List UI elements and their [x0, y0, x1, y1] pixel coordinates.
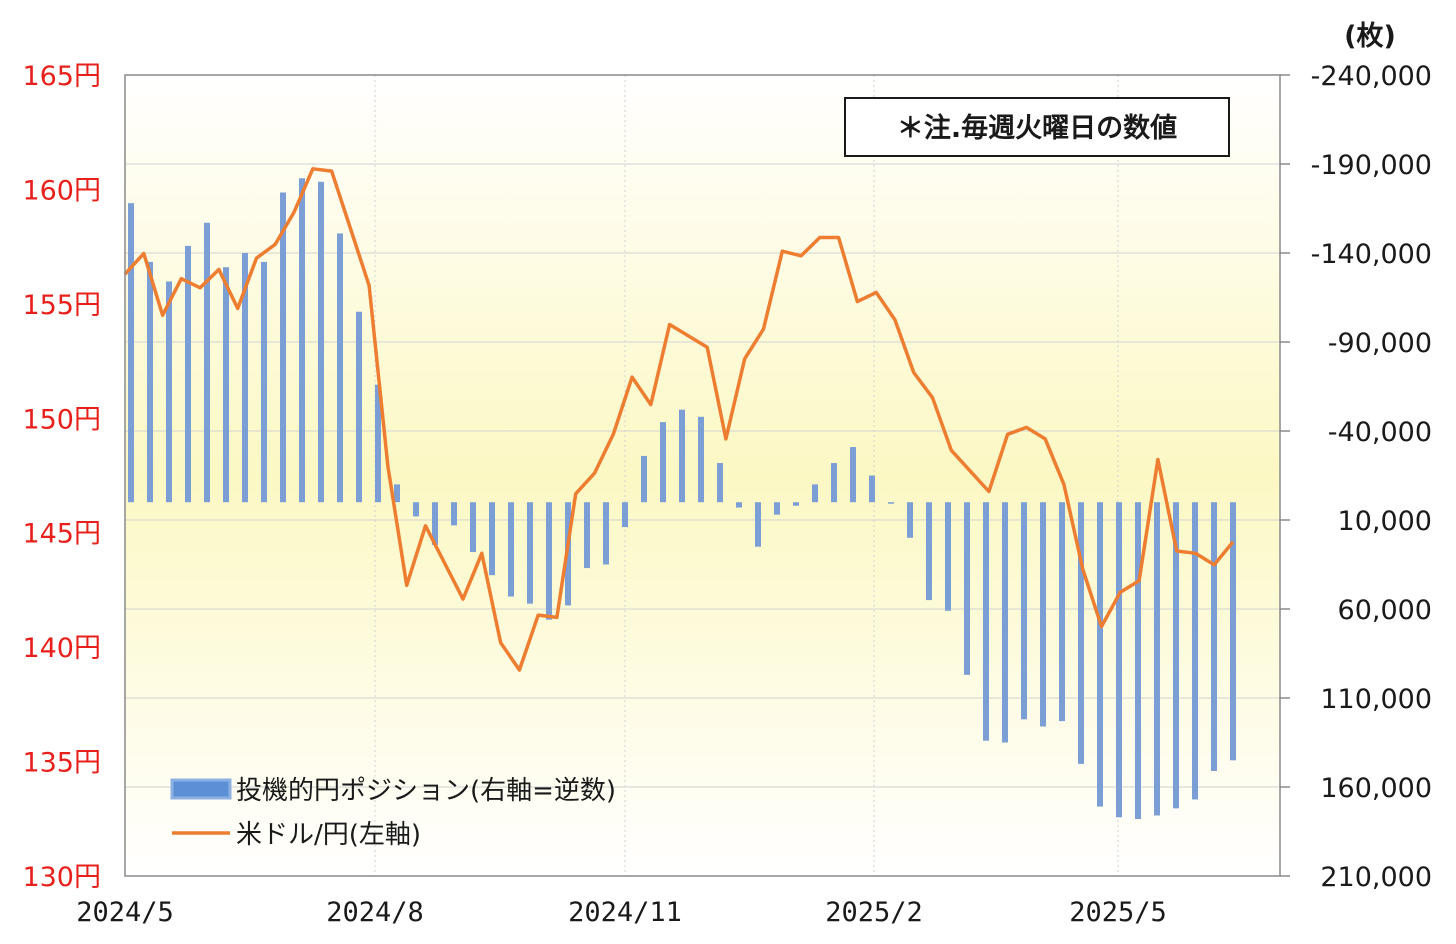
legend: 投機的円ポジション(右軸=逆数) 米ドル/円(左軸)	[170, 776, 616, 850]
bar	[1173, 502, 1179, 809]
bar	[1116, 502, 1122, 818]
bar	[375, 384, 381, 503]
bar	[204, 222, 210, 503]
x-tick-label: 2025/2	[825, 897, 923, 928]
left-tick-label: 140円	[22, 633, 101, 664]
bar	[242, 253, 248, 503]
bar	[698, 416, 704, 503]
bar	[432, 502, 438, 545]
right-tick-label: 160,000	[1320, 773, 1432, 804]
bar	[660, 422, 666, 503]
bar	[147, 261, 153, 503]
line-series-usdjpy	[123, 167, 1235, 672]
bar	[1135, 502, 1141, 820]
legend-bar-label: 投機的円ポジション(右軸=逆数)	[236, 776, 616, 806]
note-box: ＊注.毎週火曜日の数値	[844, 97, 1230, 157]
left-tick-label: 130円	[22, 862, 101, 893]
bar	[964, 502, 970, 675]
bar	[470, 502, 476, 553]
right-tick-label: 10,000	[1338, 506, 1432, 537]
bar	[1154, 502, 1160, 816]
bar	[603, 502, 609, 565]
bar	[299, 178, 305, 503]
left-tick-label: 165円	[22, 61, 101, 92]
bar	[1211, 502, 1217, 771]
bar	[812, 484, 818, 503]
right-axis-ticks: -240,000 -190,000 -140,000 -90,000 -40,000 10…	[1280, 61, 1432, 893]
left-tick-label: 145円	[22, 519, 101, 550]
bar	[394, 484, 400, 503]
bar	[755, 502, 761, 547]
left-tick-label: 150円	[22, 404, 101, 435]
bar	[451, 502, 457, 526]
left-axis-ticks: 165円 160円 155円 150円 145円 140円 135円 130円	[22, 61, 101, 893]
bar	[641, 455, 647, 503]
bar	[489, 502, 495, 576]
bar	[983, 502, 989, 741]
bar	[166, 281, 172, 503]
legend-bar-swatch	[170, 778, 232, 800]
x-tick-label: 2024/11	[568, 897, 682, 928]
bar	[717, 463, 723, 503]
right-tick-label: -40,000	[1328, 417, 1432, 448]
bar	[736, 502, 742, 508]
bar	[679, 409, 685, 503]
bar	[1230, 502, 1236, 761]
right-tick-label: -240,000	[1311, 61, 1432, 92]
bar	[774, 502, 780, 515]
bar	[508, 502, 514, 597]
left-tick-label: 135円	[22, 748, 101, 779]
x-tick-label: 2025/5	[1069, 897, 1167, 928]
bar	[850, 447, 856, 503]
bar	[185, 245, 191, 503]
right-tick-label: -140,000	[1311, 239, 1432, 270]
left-tick-label: 155円	[22, 290, 101, 321]
right-axis-unit: (枚)	[1344, 21, 1396, 52]
plot-border	[124, 74, 1281, 877]
bar	[1097, 502, 1103, 807]
bar-series-yen-position	[128, 178, 1236, 820]
x-tick-label: 2024/8	[326, 897, 424, 928]
bar	[888, 502, 894, 504]
x-tick-label: 2024/5	[76, 897, 174, 928]
bar	[945, 502, 951, 611]
bar	[1059, 502, 1065, 722]
bar	[907, 502, 913, 538]
bar	[280, 192, 286, 503]
bar	[318, 181, 324, 503]
right-tick-label: -190,000	[1311, 150, 1432, 181]
left-tick-label: 160円	[22, 175, 101, 206]
bar	[356, 311, 362, 503]
right-tick-label: 110,000	[1320, 684, 1432, 715]
bar	[413, 502, 419, 517]
right-tick-label: 60,000	[1338, 595, 1432, 626]
bar	[223, 267, 229, 503]
bar	[831, 463, 837, 503]
bar	[622, 502, 628, 528]
bar	[793, 502, 799, 506]
legend-line-label: 米ドル/円(左軸)	[236, 820, 421, 850]
bar	[546, 502, 552, 620]
right-tick-label: -90,000	[1328, 328, 1432, 359]
note-text: ＊注.毎週火曜日の数値	[897, 112, 1177, 144]
bar	[869, 475, 875, 503]
bar	[1040, 502, 1046, 727]
bar	[527, 502, 533, 604]
bar	[1021, 502, 1027, 720]
bar	[1002, 502, 1008, 743]
bar	[1192, 502, 1198, 800]
bar	[926, 502, 932, 601]
bar	[261, 261, 267, 503]
bar	[584, 502, 590, 569]
x-axis-ticks: 2024/5 2024/8 2024/11 2025/2 2025/5	[76, 897, 1167, 928]
bar	[337, 233, 343, 503]
bar	[1078, 502, 1084, 764]
right-tick-label: 210,000	[1320, 862, 1432, 893]
bar	[128, 203, 134, 503]
